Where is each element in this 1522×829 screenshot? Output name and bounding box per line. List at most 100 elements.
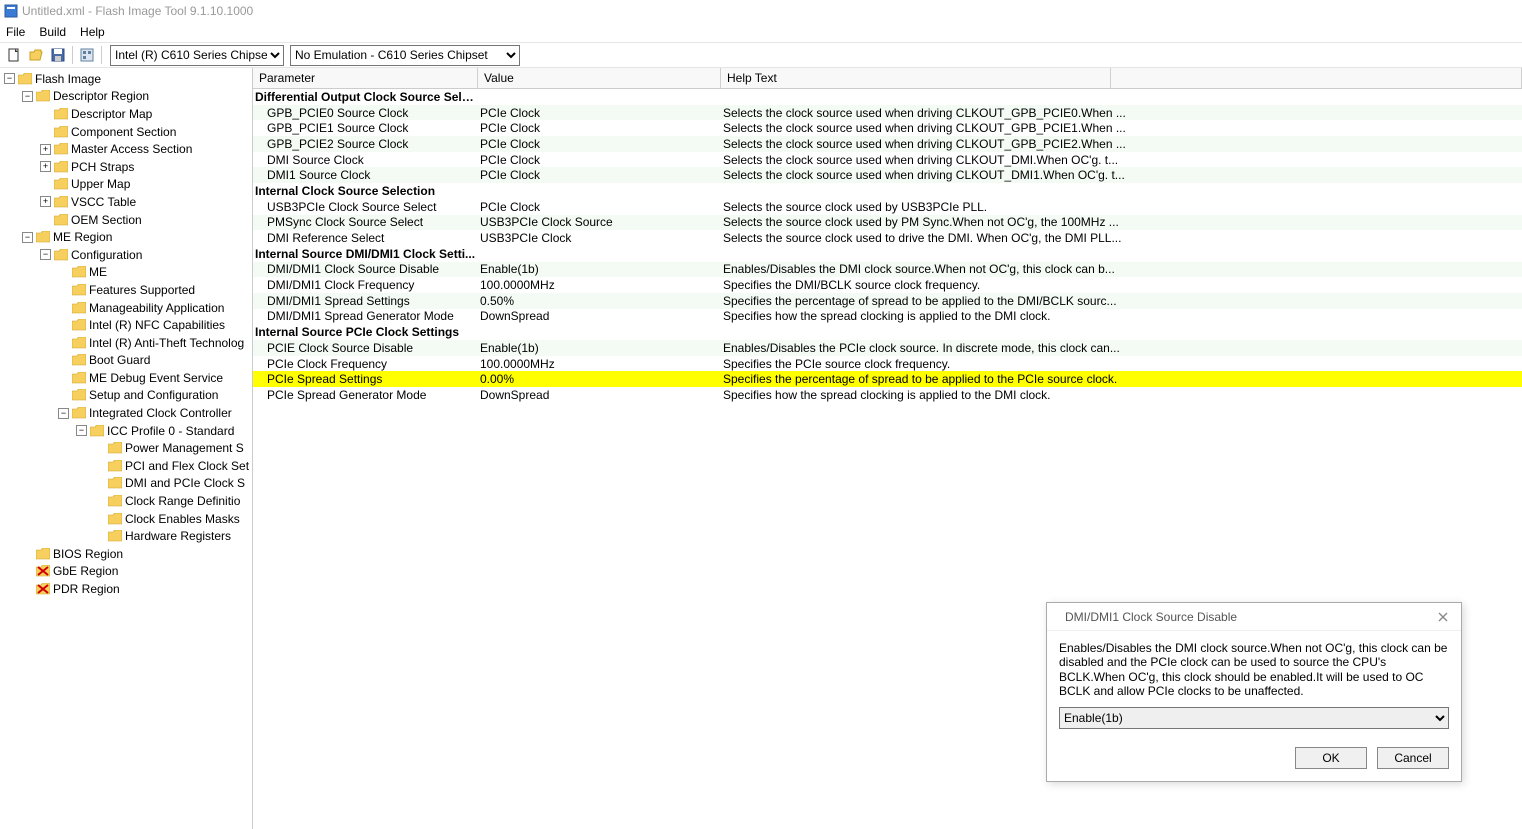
dialog-value-select[interactable]: Enable(1b) — [1059, 707, 1449, 729]
cell-help: Enables/Disables the PCIe clock source. … — [721, 341, 1522, 355]
build-icon[interactable] — [77, 45, 97, 65]
tree-item[interactable]: Descriptor Map — [0, 105, 252, 123]
grid-row[interactable]: DMI/DMI1 Spread Settings0.50%Specifies t… — [253, 293, 1522, 309]
col-spacer — [1111, 68, 1522, 88]
tree-item[interactable]: ME — [0, 264, 252, 282]
grid-row[interactable]: PCIe Clock Frequency100.0000MHzSpecifies… — [253, 356, 1522, 372]
save-icon[interactable] — [48, 45, 68, 65]
new-icon[interactable] — [4, 45, 24, 65]
menu-build[interactable]: Build — [39, 25, 66, 39]
grid-row[interactable]: DMI1 Source ClockPCIe ClockSelects the c… — [253, 167, 1522, 183]
open-icon[interactable] — [26, 45, 46, 65]
collapse-icon[interactable]: − — [40, 249, 51, 260]
grid-row[interactable]: GPB_PCIE1 Source ClockPCIe ClockSelects … — [253, 120, 1522, 136]
tree-item[interactable]: −ICC Profile 0 - Standard — [0, 422, 252, 440]
folder-icon — [54, 126, 68, 138]
tree-item[interactable]: PDR Region — [0, 580, 252, 598]
folder-icon — [72, 284, 86, 296]
tree-item[interactable]: + PCH Straps — [0, 158, 252, 176]
folder-icon — [54, 161, 68, 173]
tree-label: DMI and PCIe Clock S — [125, 476, 245, 490]
grid-row[interactable]: DMI/DMI1 Spread Generator ModeDownSpread… — [253, 309, 1522, 325]
grid-row[interactable]: PMSync Clock Source SelectUSB3PCIe Clock… — [253, 215, 1522, 231]
tree-item[interactable]: −ME Region — [0, 228, 252, 246]
menu-help[interactable]: Help — [80, 25, 105, 39]
grid-row[interactable]: GPB_PCIE0 Source ClockPCIe ClockSelects … — [253, 105, 1522, 121]
tree-item[interactable]: −Flash Image — [0, 70, 252, 88]
tree-item[interactable]: DMI and PCIe Clock S — [0, 475, 252, 493]
grid-row[interactable]: PCIE Clock Source DisableEnable(1b)Enabl… — [253, 340, 1522, 356]
grid-row[interactable]: DMI Reference SelectUSB3PCIe ClockSelect… — [253, 230, 1522, 246]
col-help[interactable]: Help Text — [721, 68, 1111, 88]
tree-item[interactable]: Manageability Application — [0, 299, 252, 317]
expand-icon[interactable]: + — [40, 144, 51, 155]
folder-icon — [72, 354, 86, 366]
tree-item[interactable]: Clock Enables Masks — [0, 510, 252, 528]
grid-row[interactable]: GPB_PCIE2 Source ClockPCIe ClockSelects … — [253, 136, 1522, 152]
tree-item[interactable]: Intel (R) NFC Capabilities — [0, 316, 252, 334]
dialog: DMI/DMI1 Clock Source Disable Enables/Di… — [1046, 602, 1462, 782]
tree-item[interactable]: PCI and Flex Clock Set — [0, 457, 252, 475]
tree-item[interactable]: Intel (R) Anti-Theft Technolog — [0, 334, 252, 352]
tree-item[interactable]: −Descriptor Region — [0, 88, 252, 106]
tree-item[interactable]: Setup and Configuration — [0, 387, 252, 405]
cell-help: Selects the clock source used when drivi… — [721, 121, 1522, 135]
collapse-icon[interactable]: − — [22, 232, 33, 243]
grid-row[interactable]: DMI Source ClockPCIe ClockSelects the cl… — [253, 152, 1522, 168]
tree-item[interactable]: Clock Range Definitio — [0, 492, 252, 510]
grid-header: Parameter Value Help Text — [253, 68, 1522, 89]
expand-icon[interactable]: + — [40, 196, 51, 207]
tree-label: Setup and Configuration — [89, 388, 218, 402]
cell-param: DMI Reference Select — [253, 231, 478, 245]
folder-icon — [54, 108, 68, 120]
tree-item[interactable]: +VSCC Table — [0, 193, 252, 211]
tree-item[interactable]: OEM Section — [0, 211, 252, 229]
grid-row[interactable]: DMI/DMI1 Clock Source DisableEnable(1b)E… — [253, 262, 1522, 278]
collapse-icon[interactable]: − — [22, 91, 33, 102]
cell-param: DMI/DMI1 Spread Settings — [253, 294, 478, 308]
tree-item[interactable]: −Configuration — [0, 246, 252, 264]
tree-item[interactable]: Features Supported — [0, 281, 252, 299]
tree-item[interactable]: Hardware Registers — [0, 527, 252, 545]
tree-item[interactable]: −Integrated Clock Controller — [0, 404, 252, 422]
tree-label: Component Section — [71, 125, 176, 139]
tree-item[interactable]: BIOS Region — [0, 545, 252, 563]
folder-icon — [90, 425, 104, 437]
emulation-select[interactable]: No Emulation - C610 Series Chipset — [290, 45, 520, 66]
menu-file[interactable]: File — [6, 25, 25, 39]
tree-item[interactable]: Boot Guard — [0, 352, 252, 370]
cell-param: DMI1 Source Clock — [253, 168, 478, 182]
close-icon[interactable] — [1433, 607, 1453, 627]
grid-row[interactable]: PCIe Spread Generator ModeDownSpreadSpec… — [253, 387, 1522, 403]
cell-param: GPB_PCIE1 Source Clock — [253, 121, 478, 135]
grid-row[interactable]: DMI/DMI1 Clock Frequency100.0000MHzSpeci… — [253, 277, 1522, 293]
tree-label: PCH Straps — [71, 160, 134, 174]
collapse-icon[interactable]: − — [4, 73, 15, 84]
cancel-button[interactable]: Cancel — [1377, 747, 1449, 769]
cell-help: Selects the clock source used when drivi… — [721, 106, 1522, 120]
expand-icon[interactable]: + — [40, 161, 51, 172]
grid-row[interactable]: PCIe Spread Settings0.00%Specifies the p… — [253, 371, 1522, 387]
folder-icon — [108, 442, 122, 454]
cell-help: Specifies how the spread clocking is app… — [721, 388, 1522, 402]
tree-item[interactable]: +Master Access Section — [0, 140, 252, 158]
dialog-title-bar: DMI/DMI1 Clock Source Disable — [1047, 603, 1461, 631]
grid-row[interactable]: USB3PCIe Clock Source SelectPCIe ClockSe… — [253, 199, 1522, 215]
tree-pane: −Flash Image−Descriptor RegionDescriptor… — [0, 68, 253, 829]
cell-value: PCIe Clock — [478, 137, 721, 151]
tree-item[interactable]: Upper Map — [0, 176, 252, 194]
cell-param: DMI/DMI1 Clock Frequency — [253, 278, 478, 292]
tree-item[interactable]: Component Section — [0, 123, 252, 141]
chipset-select[interactable]: Intel (R) C610 Series Chipset — [110, 45, 284, 66]
tree-item[interactable]: Power Management S — [0, 439, 252, 457]
collapse-icon[interactable]: − — [58, 408, 69, 419]
cell-value: USB3PCIe Clock Source — [478, 215, 721, 229]
col-value[interactable]: Value — [478, 68, 721, 88]
tree-item[interactable]: GbE Region — [0, 563, 252, 581]
cell-value: PCIe Clock — [478, 106, 721, 120]
tree-item[interactable]: ME Debug Event Service — [0, 369, 252, 387]
cell-value: 0.50% — [478, 294, 721, 308]
col-parameter[interactable]: Parameter — [253, 68, 478, 88]
collapse-icon[interactable]: − — [76, 425, 87, 436]
ok-button[interactable]: OK — [1295, 747, 1367, 769]
